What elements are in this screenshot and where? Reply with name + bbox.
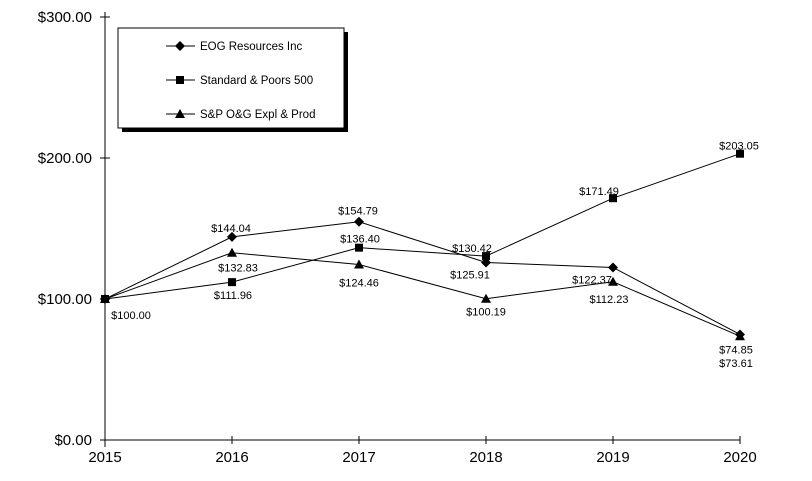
legend-key-marker-1	[176, 76, 184, 84]
series-lines	[100, 149, 745, 341]
y-axis-tick-label: $300.00	[38, 9, 92, 26]
x-axis-tick-label: 2017	[342, 449, 375, 466]
data-point-marker-1-5	[736, 149, 744, 158]
data-point-label: $122.37	[572, 274, 612, 286]
y-axis-tick-label: $100.00	[38, 291, 92, 308]
data-point-label: $100.00	[111, 310, 151, 322]
data-point-label: $203.05	[719, 141, 759, 153]
x-axis-tick-label: 2019	[596, 449, 629, 466]
data-point-marker-2-3	[481, 293, 491, 303]
x-axis-tick-label: 2020	[723, 449, 756, 466]
data-point-marker-0-4	[608, 262, 618, 273]
data-point-marker-2-4	[608, 276, 618, 286]
y-axis-tick-label: $0.00	[54, 432, 92, 449]
data-point-label: $130.42	[452, 243, 492, 255]
legend-key-marker-2	[175, 109, 185, 118]
data-point-marker-0-1	[227, 231, 237, 242]
x-axis-tick-label: 2018	[469, 449, 502, 466]
data-point-marker-1-2	[355, 243, 363, 252]
point-labels: $100.00 $144.04 $132.83 $111.96 $154.79 $136.…	[111, 141, 759, 371]
series-line-2	[104, 252, 741, 337]
data-point-marker-2-1	[227, 247, 237, 257]
data-point-label: $100.19	[466, 307, 506, 319]
data-point-label: $73.61	[719, 358, 753, 370]
data-point-label: $125.91	[450, 269, 490, 281]
series-line-0	[104, 221, 741, 335]
data-point-marker-1-4	[609, 194, 617, 203]
data-point-marker-1-1	[228, 278, 236, 287]
data-point-label: $74.85	[719, 344, 753, 356]
data-point-label: $144.04	[211, 223, 251, 235]
legend-entry-label-1: Standard & Poors 500	[200, 75, 313, 87]
legend: EOG Resources Inc Standard & Poors 500 S&P…	[117, 27, 348, 132]
data-point-marker-2-2	[354, 259, 364, 269]
data-point-label: $136.40	[340, 234, 380, 246]
legend-key-marker-0	[175, 41, 185, 51]
data-point-label: $112.23	[590, 294, 629, 306]
data-point-label: $171.49	[579, 186, 619, 198]
data-point-marker-1-3	[482, 252, 490, 261]
data-point-marker-2-0	[100, 294, 110, 303]
data-point-label: $132.83	[218, 263, 258, 275]
data-point-marker-2-5	[735, 331, 745, 341]
x-axis-tick-label: 2015	[88, 449, 121, 466]
legend-entry-label-0: EOG Resources Inc	[200, 41, 303, 53]
data-point-label: $154.79	[338, 206, 378, 218]
data-point-label: $124.46	[339, 278, 379, 290]
x-axis-tick-label: 2016	[215, 449, 248, 466]
series-line-1	[104, 153, 741, 300]
legend-box	[117, 27, 345, 129]
axes: $0.00 $100.00 $200.00 $300.00 2015 2016 2017 20…	[38, 9, 757, 466]
legend-entry-label-2: S&P O&G Expl & Prod	[200, 109, 315, 121]
data-point-marker-0-2	[354, 216, 364, 227]
y-axis-tick-label: $200.00	[38, 150, 92, 167]
data-point-label: $111.96	[214, 290, 252, 302]
